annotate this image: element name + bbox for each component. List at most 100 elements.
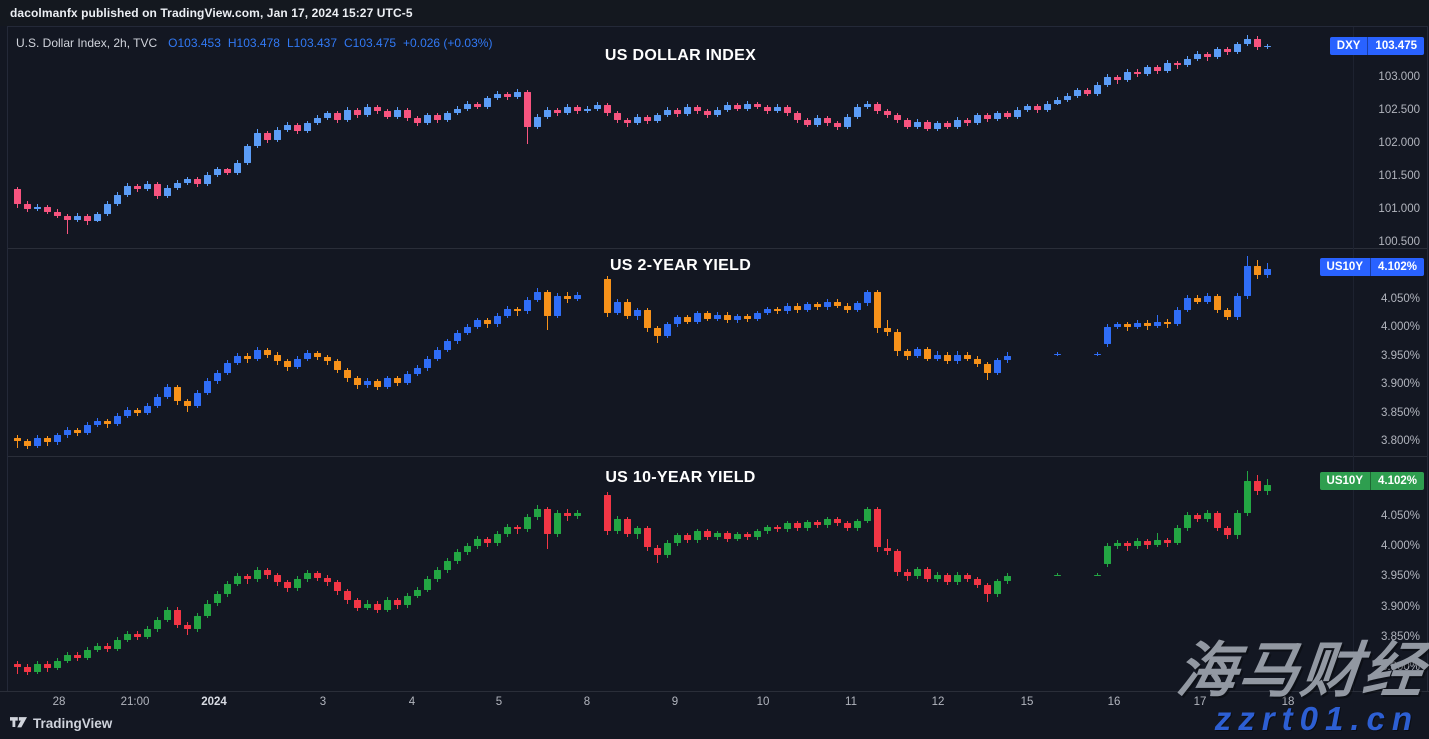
candle — [254, 570, 261, 580]
time-axis[interactable]: 28 21:00 2024 3 4 5 8 9 10 11 12 15 16 17 18 — [0, 691, 1429, 714]
candle-wick — [887, 539, 888, 556]
candle — [954, 120, 961, 127]
candle — [34, 438, 41, 446]
candle — [634, 116, 641, 124]
candle — [1224, 49, 1231, 53]
candle — [444, 113, 451, 120]
time-axis-label: 12 — [931, 696, 945, 708]
candle — [374, 381, 381, 388]
legend-symbol-text[interactable]: U.S. Dollar Index, 2h, TVC — [16, 36, 158, 50]
candle — [204, 381, 211, 393]
candle — [474, 320, 481, 328]
candle — [1134, 322, 1141, 328]
candle — [994, 581, 1001, 595]
candle — [554, 513, 561, 535]
candle — [124, 409, 131, 416]
candle — [464, 327, 471, 333]
price-scale-10y[interactable]: 4.050% 4.000% 3.950% 3.900% 3.850% 3.800% — [1353, 456, 1427, 692]
candle — [514, 308, 521, 312]
candle — [184, 179, 191, 183]
candle — [414, 118, 421, 124]
panel-title-2y: US 2-YEAR YIELD — [609, 257, 752, 274]
candle — [474, 103, 481, 107]
time-axis-label: 28 — [52, 696, 66, 708]
price-scale-dxy[interactable]: 103.000 102.500 102.000 101.500 101.000 100.5… — [1353, 27, 1427, 248]
candle — [114, 194, 121, 204]
candle — [284, 361, 291, 368]
candle — [504, 527, 511, 535]
candle — [734, 534, 741, 540]
candle — [864, 103, 871, 107]
candle — [294, 579, 301, 589]
candle — [1154, 67, 1161, 71]
candle — [584, 108, 591, 112]
candle — [864, 291, 871, 304]
badge-price: 4.102% — [1377, 475, 1417, 487]
candle — [174, 182, 181, 188]
candle — [504, 93, 511, 97]
candle — [1204, 513, 1211, 520]
candle — [164, 387, 171, 397]
time-axis-label: 15 — [1020, 696, 1034, 708]
candle — [1204, 295, 1211, 302]
candle — [514, 527, 521, 530]
candles-dxy[interactable] — [8, 27, 1353, 248]
candle — [674, 316, 681, 325]
time-axis-label: 21:00 — [120, 696, 150, 708]
watermark-url-text: zzrt01.cn — [1214, 700, 1419, 737]
candle — [434, 350, 441, 359]
candles-10y[interactable] — [8, 456, 1353, 692]
candle — [544, 508, 551, 535]
candle — [824, 519, 831, 526]
candle — [854, 521, 861, 529]
price-tick-label: 3.900% — [1380, 600, 1420, 613]
price-badge-10y: US10Y 4.102% — [1319, 472, 1424, 490]
candle — [134, 409, 141, 413]
price-tick-label: 3.800% — [1380, 435, 1420, 448]
chart-area[interactable]: US DOLLAR INDEX U.S. Dollar Index, 2h, T… — [7, 26, 1428, 692]
candle — [944, 575, 951, 583]
candle — [374, 603, 381, 610]
candles-2y[interactable] — [8, 248, 1353, 456]
candle — [574, 512, 581, 517]
candle — [414, 589, 421, 596]
candle — [134, 185, 141, 190]
candle — [874, 103, 881, 112]
tradingview-brand[interactable]: TradingView — [10, 716, 112, 731]
candle — [774, 527, 781, 530]
candle — [1194, 54, 1201, 59]
panel-us-10-year-yield[interactable]: US 10-YEAR YIELD 4.050% 4.000% 3.950% 3.900… — [8, 456, 1427, 692]
candle — [394, 600, 401, 606]
time-axis-label: 11 — [845, 696, 857, 708]
time-axis-label: 2024 — [201, 696, 227, 708]
panel-us-2-year-yield[interactable]: US 2-YEAR YIELD 4.050% 4.000% 3.950% 3.900%… — [8, 248, 1427, 457]
candle — [1004, 113, 1011, 117]
candle — [964, 120, 971, 124]
candle — [784, 106, 791, 114]
candle — [494, 315, 501, 325]
candle — [264, 570, 271, 576]
candle — [464, 546, 471, 553]
candle — [1164, 62, 1171, 71]
candle — [384, 111, 391, 117]
panel-us-dollar-index[interactable]: US DOLLAR INDEX U.S. Dollar Index, 2h, T… — [8, 27, 1427, 249]
candle — [1174, 528, 1181, 543]
candle — [1104, 546, 1111, 565]
candle — [744, 315, 751, 319]
candle — [64, 654, 71, 661]
candle — [1254, 38, 1261, 48]
candle — [314, 573, 321, 578]
candle — [54, 211, 61, 216]
candle — [1014, 110, 1021, 117]
candle — [284, 124, 291, 130]
price-scale-2y[interactable]: 4.050% 4.000% 3.950% 3.900% 3.850% 3.800% — [1353, 248, 1427, 456]
candle — [914, 569, 921, 577]
candle — [634, 528, 641, 535]
candle — [1144, 67, 1151, 74]
candle — [614, 301, 621, 313]
candle — [234, 162, 241, 173]
candle — [464, 103, 471, 109]
symbol-legend[interactable]: U.S. Dollar Index, 2h, TVC O103.453 H103.4… — [16, 36, 492, 50]
candle — [274, 575, 281, 583]
candle — [764, 106, 771, 112]
